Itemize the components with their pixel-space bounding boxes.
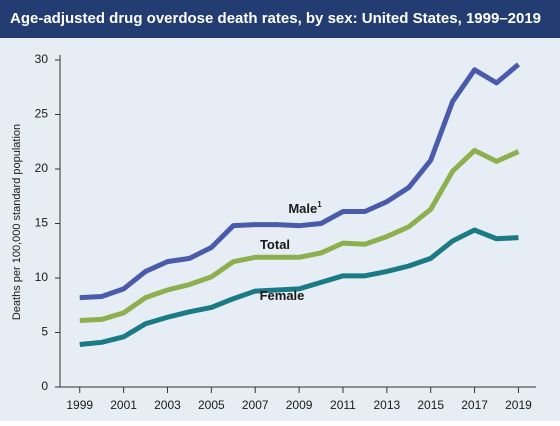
series-name: Total — [260, 237, 290, 252]
series-label: Total — [260, 237, 290, 252]
y-tick-label: 0 — [41, 379, 48, 393]
title-banner — [0, 0, 560, 38]
y-tick-label: 5 — [41, 325, 48, 339]
y-axis-label: Deaths per 100,000 standard population — [11, 124, 23, 320]
y-tick-label: 20 — [35, 161, 49, 175]
x-tick-label: 2007 — [242, 398, 269, 412]
x-tick-label: 2017 — [461, 398, 488, 412]
y-tick-label: 25 — [35, 107, 49, 121]
chart-title: Age-adjusted drug overdose death rates, … — [10, 10, 541, 27]
series-name: Female — [260, 288, 305, 303]
x-tick-label: 2003 — [154, 398, 181, 412]
x-tick-label: 2009 — [286, 398, 313, 412]
y-tick-label: 30 — [35, 52, 49, 66]
x-tick-label: 2013 — [373, 398, 400, 412]
x-tick-label: 2019 — [505, 398, 532, 412]
x-tick-label: 1999 — [66, 398, 93, 412]
series-label: Female — [260, 288, 305, 303]
x-tick-label: 2005 — [198, 398, 225, 412]
series-name: Male — [288, 201, 317, 216]
series-line — [79, 147, 520, 324]
y-tick-label: 15 — [35, 216, 49, 230]
x-tick-label: 2001 — [110, 398, 137, 412]
series-superscript: 1 — [317, 200, 322, 209]
series-line — [79, 62, 521, 301]
y-tick-label: 10 — [35, 270, 49, 284]
x-tick-label: 2015 — [417, 398, 444, 412]
x-tick-label: 2011 — [330, 398, 356, 412]
series-label: Male1 — [288, 200, 322, 216]
series-line — [79, 227, 519, 347]
